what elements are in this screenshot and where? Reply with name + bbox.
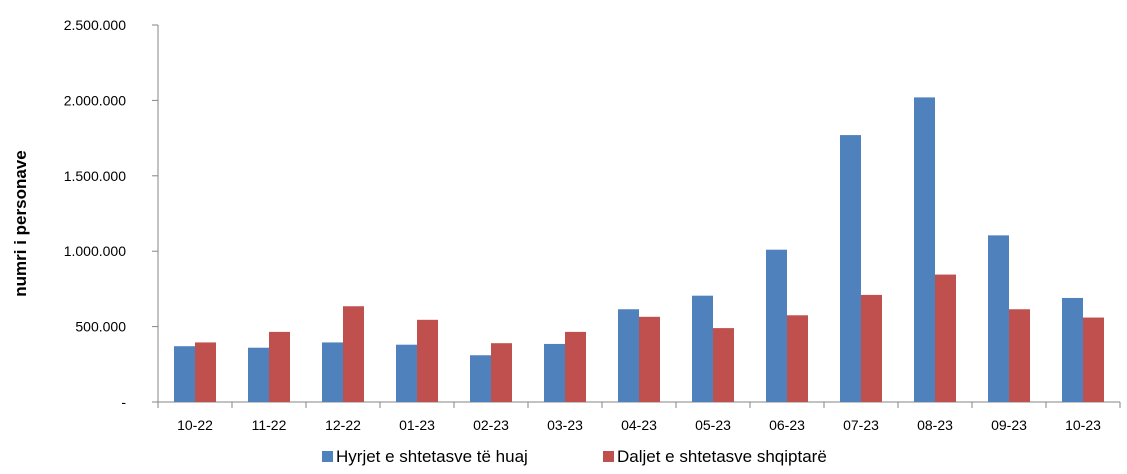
bars <box>174 97 1104 403</box>
x-tick-label: 03-23 <box>547 417 583 433</box>
y-axis-title: numri i personave <box>11 150 30 296</box>
x-tick-label: 06-23 <box>769 417 805 433</box>
x-tick-label: 02-23 <box>473 417 509 433</box>
bar-daljet-03-23 <box>565 331 586 402</box>
bar-daljet-05-23 <box>713 328 734 402</box>
bar-daljet-09-23 <box>1009 309 1030 402</box>
bar-hyrjet-05-23 <box>692 295 713 402</box>
bar-daljet-10-22 <box>195 342 216 402</box>
y-tick-label: 2.500.000 <box>64 17 126 33</box>
bar-daljet-02-23 <box>491 343 512 402</box>
x-tick-label: 07-23 <box>843 417 879 433</box>
y-tick-label: 2.000.000 <box>64 92 126 108</box>
legend-label: Hyrjet e shtetasve të huaj <box>336 447 528 466</box>
bar-daljet-04-23 <box>639 316 660 402</box>
bar-hyrjet-11-22 <box>248 347 269 402</box>
bar-daljet-07-23 <box>861 294 882 402</box>
bar-daljet-06-23 <box>787 315 808 402</box>
legend-swatch <box>603 451 614 462</box>
x-tick-label: 12-22 <box>325 417 361 433</box>
x-tick-label: 10-22 <box>177 417 213 433</box>
y-tick-label: 500.000 <box>75 319 126 335</box>
bar-daljet-01-23 <box>417 319 438 402</box>
y-axis-ticks: - 500.000 1.000.000 1.500.000 2.000.000 2.500… <box>64 17 158 410</box>
x-tick-label: 01-23 <box>399 417 435 433</box>
x-tick-label: 04-23 <box>621 417 657 433</box>
bar-hyrjet-04-23 <box>618 309 639 402</box>
bar-daljet-11-22 <box>269 331 290 402</box>
y-tick-label: 1.500.000 <box>64 168 126 184</box>
bar-daljet-10-23 <box>1083 317 1104 402</box>
y-tick-label: - <box>121 394 126 410</box>
y-tick-label: 1.000.000 <box>64 243 126 259</box>
x-tick-label: 08-23 <box>917 417 953 433</box>
x-tick-label: 05-23 <box>695 417 731 433</box>
bar-daljet-12-22 <box>343 306 364 402</box>
bar-hyrjet-09-23 <box>988 235 1009 402</box>
bar-hyrjet-12-22 <box>322 342 343 402</box>
legend-swatch <box>322 451 333 462</box>
bar-hyrjet-03-23 <box>544 343 565 402</box>
bar-hyrjet-02-23 <box>470 355 491 402</box>
bar-hyrjet-01-23 <box>396 344 417 402</box>
bar-hyrjet-07-23 <box>840 135 861 403</box>
bar-hyrjet-06-23 <box>766 249 787 402</box>
legend: Hyrjet e shtetasve të huaj Daljet e shtet… <box>322 447 827 466</box>
x-tick-label: 10-23 <box>1065 417 1101 433</box>
bar-daljet-08-23 <box>935 274 956 402</box>
x-axis-ticks: 10-22 11-22 12-22 01-23 02-23 03-23 04-23 05-23… <box>157 402 1121 433</box>
bar-hyrjet-10-23 <box>1062 297 1083 402</box>
legend-label: Daljet e shtetasve shqiptarë <box>617 447 827 466</box>
bar-hyrjet-08-23 <box>914 97 935 402</box>
x-tick-label: 09-23 <box>991 417 1027 433</box>
x-tick-label: 11-22 <box>252 417 287 433</box>
bar-hyrjet-10-22 <box>174 346 195 402</box>
